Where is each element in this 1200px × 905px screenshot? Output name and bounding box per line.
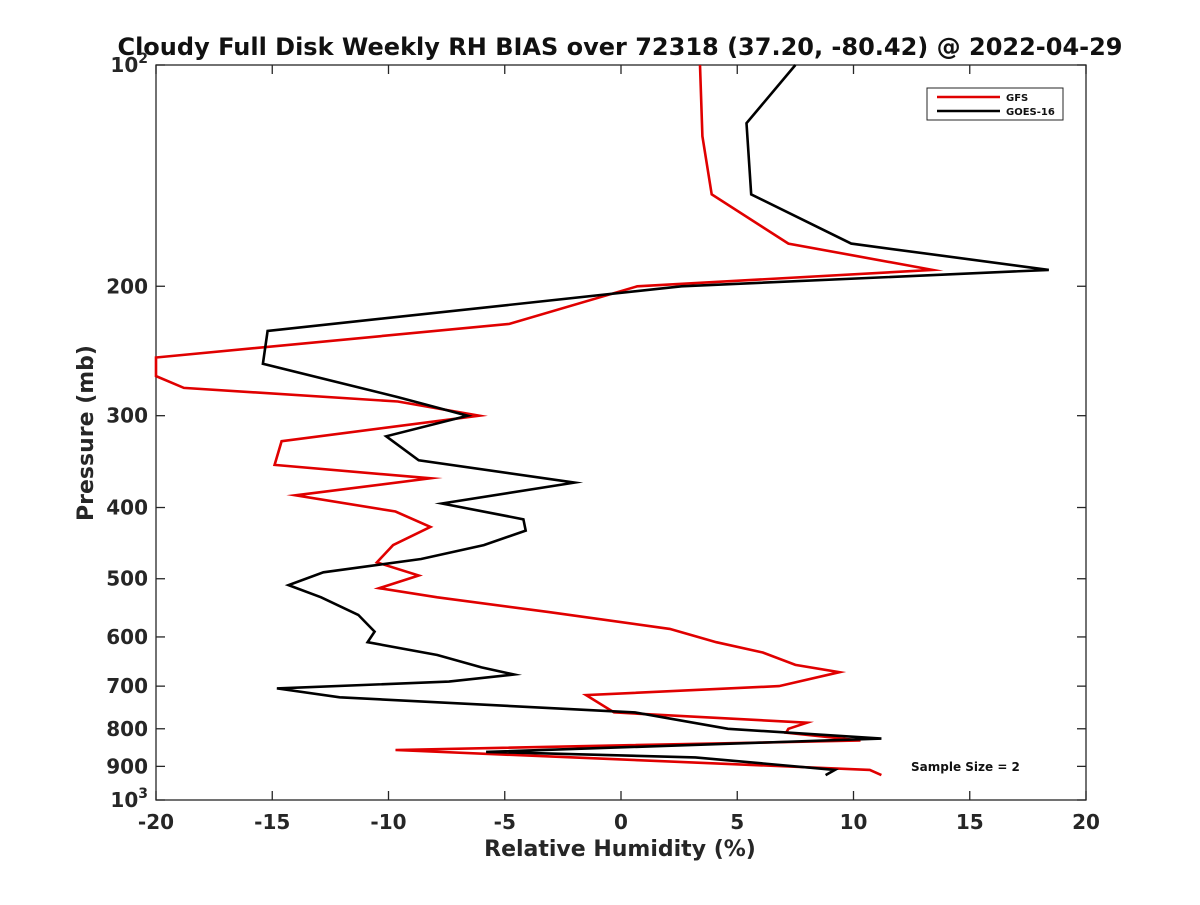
x-tick-label: -5: [494, 810, 516, 834]
y-tick-label: 900: [106, 754, 148, 778]
chart-title: Cloudy Full Disk Weekly RH BIAS over 723…: [117, 33, 1122, 61]
series-line-gfs: [154, 64, 944, 777]
y-tick-label: 600: [106, 625, 148, 649]
sample-size-annotation: Sample Size = 2: [911, 760, 1020, 774]
y-tick-label: 700: [106, 674, 148, 698]
y-axis: 102 200 300 400 500 600 700 800 900 103: [106, 51, 1086, 812]
y-tick-label: 300: [106, 404, 148, 428]
y-tick-label: 400: [106, 496, 148, 520]
y-tick-label: 103: [110, 786, 148, 812]
x-axis-label: Relative Humidity (%): [484, 837, 756, 862]
y-tick-label: 102: [110, 51, 148, 77]
x-tick-label: 20: [1072, 810, 1100, 834]
x-tick-label: 0: [614, 810, 628, 834]
y-tick-label: 500: [106, 567, 148, 591]
x-tick-label: -20: [138, 810, 174, 834]
series-line-goes16: [261, 64, 1049, 777]
x-tick-label: -10: [370, 810, 406, 834]
legend-label-goes16: GOES-16: [1006, 107, 1055, 118]
legend-box: [926, 87, 1064, 121]
x-tick-label: -15: [254, 810, 290, 834]
series-group: [154, 64, 1049, 777]
x-tick-label: 10: [840, 810, 868, 834]
x-tick-label: 5: [730, 810, 744, 834]
legend: GFS GOES-16: [926, 87, 1064, 121]
y-tick-label: 200: [106, 274, 148, 298]
y-tick-label: 800: [106, 717, 148, 741]
y-axis-label: Pressure (mb): [74, 345, 99, 521]
legend-label-gfs: GFS: [1006, 93, 1028, 104]
x-tick-label: 15: [956, 810, 984, 834]
x-axis: -20 -15 -10 -5 0 5 10 15 20: [138, 65, 1100, 834]
